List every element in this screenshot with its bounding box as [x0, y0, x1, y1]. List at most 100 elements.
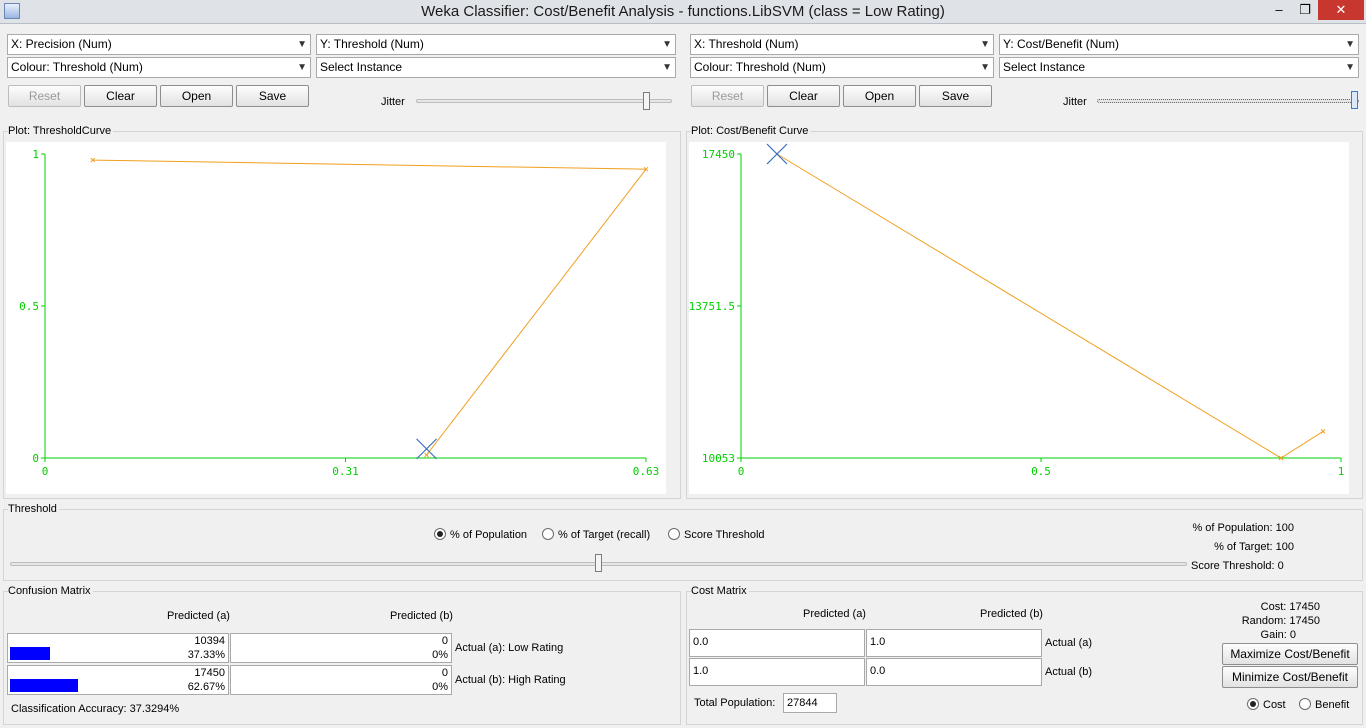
cell-aa-percent: 37.33% — [187, 649, 225, 661]
right-x-axis-value: X: Threshold (Num) — [694, 37, 799, 51]
cell-ab-percent: 0% — [432, 649, 448, 661]
radio-benefit-dot[interactable] — [1299, 698, 1311, 710]
gain-readout: Gain: 0 — [1260, 629, 1296, 641]
right-y-axis-value: Y: Cost/Benefit (Num) — [1003, 37, 1120, 51]
radio-population[interactable]: % of Population — [434, 528, 527, 541]
radio-cost-label: Cost — [1263, 699, 1286, 711]
radio-cost-dot[interactable] — [1247, 698, 1259, 710]
confusion-row-a-label: Actual (a): Low Rating — [455, 642, 564, 654]
right-reset-button[interactable]: Reset — [691, 85, 764, 107]
left-y-axis-value: Y: Threshold (Num) — [320, 37, 424, 51]
confusion-col-a-header: Predicted (a) — [167, 610, 230, 622]
radio-population-dot[interactable] — [434, 528, 446, 540]
radio-benefit[interactable]: Benefit — [1299, 698, 1349, 711]
right-x-axis-select[interactable]: X: Threshold (Num) ▼ — [690, 34, 994, 55]
left-colour-select[interactable]: Colour: Threshold (Num) ▼ — [7, 57, 311, 78]
threshold-curve-y-tick-label: 1 — [32, 148, 39, 161]
threshold-curve-y-tick-label: 0 — [32, 452, 39, 465]
cost-matrix-title: Cost Matrix — [691, 585, 749, 597]
chevron-down-icon: ▼ — [980, 39, 990, 50]
maximize-cost-benefit-button[interactable]: Maximize Cost/Benefit — [1222, 643, 1358, 665]
confusion-matrix-panel — [3, 591, 681, 725]
threshold-curve-data-point — [643, 166, 649, 172]
cell-aa-bar — [10, 647, 51, 660]
maximize-button[interactable]: ❐ — [1299, 2, 1311, 17]
right-colour-value: Colour: Threshold (Num) — [694, 60, 826, 74]
chevron-down-icon: ▼ — [662, 62, 672, 73]
cell-bb-percent: 0% — [432, 681, 448, 693]
cost-benefit-curve-data-point — [1278, 455, 1284, 461]
threshold-curve-x-tick-label: 0.63 — [633, 465, 660, 478]
left-jitter-label: Jitter — [381, 96, 405, 108]
total-population-input[interactable]: 27844 — [783, 693, 837, 713]
cell-aa-count: 10394 — [194, 635, 225, 647]
right-jitter-slider[interactable] — [1097, 99, 1359, 103]
threshold-curve-x-tick-label: 0.31 — [332, 465, 359, 478]
threshold-curve-data-point — [90, 157, 96, 163]
radio-cost[interactable]: Cost — [1247, 698, 1286, 711]
confusion-cell-ab: 0 0% — [230, 633, 452, 663]
threshold-curve-series-line — [92, 159, 648, 456]
left-jitter-thumb[interactable] — [643, 92, 650, 110]
threshold-curve-selected-instance-marker — [416, 438, 438, 460]
radio-score-threshold-dot[interactable] — [668, 528, 680, 540]
chevron-down-icon: ▼ — [662, 39, 672, 50]
cost-benefit-curve-chart[interactable]: 10053 13751.5 17450 0 0.5 1 — [689, 142, 1349, 494]
confusion-cell-ba: 17450 62.67% — [7, 665, 229, 695]
left-instance-value: Select Instance — [320, 60, 403, 74]
cost-readout: Cost: 17450 — [1260, 601, 1320, 613]
cost-cell-ba-input[interactable]: 1.0 — [689, 658, 865, 686]
minimize-button[interactable]: – — [1275, 2, 1283, 17]
threshold-curve-plot[interactable]: 0 0.5 1 0 0.31 0.63 — [6, 142, 666, 494]
cost-benefit-curve-plot[interactable]: 10053 13751.5 17450 0 0.5 1 — [689, 142, 1349, 494]
cost-benefit-curve-marker-stroke — [766, 143, 788, 165]
cost-benefit-curve-x-tick-label: 0 — [738, 465, 745, 478]
threshold-curve-point-mark — [643, 166, 649, 172]
threshold-curve-panel — [3, 131, 681, 499]
threshold-panel — [3, 509, 1363, 581]
confusion-matrix-title: Confusion Matrix — [8, 585, 93, 597]
cell-bb-count: 0 — [441, 667, 448, 679]
cost-benefit-curve-selected-instance-marker — [766, 143, 788, 165]
left-reset-button[interactable]: Reset — [8, 85, 81, 107]
total-population-label: Total Population: — [694, 697, 776, 709]
right-y-axis-select[interactable]: Y: Cost/Benefit (Num) ▼ — [999, 34, 1359, 55]
threshold-curve-chart[interactable]: 0 0.5 1 0 0.31 0.63 — [6, 142, 666, 494]
cost-cell-bb-input[interactable]: 0.0 — [866, 658, 1042, 686]
right-save-button[interactable]: Save — [919, 85, 992, 107]
cost-benefit-curve-data-point — [1320, 429, 1326, 434]
cell-ba-bar — [10, 679, 78, 692]
right-instance-select[interactable]: Select Instance ▼ — [999, 57, 1359, 78]
right-clear-button[interactable]: Clear — [767, 85, 840, 107]
right-open-button[interactable]: Open — [843, 85, 916, 107]
left-open-button[interactable]: Open — [160, 85, 233, 107]
threshold-panel-title: Threshold — [8, 503, 59, 515]
cost-col-a-header: Predicted (a) — [803, 608, 866, 620]
left-jitter-slider[interactable] — [416, 99, 672, 103]
left-save-button[interactable]: Save — [236, 85, 309, 107]
radio-target-recall[interactable]: % of Target (recall) — [542, 528, 650, 541]
radio-score-threshold[interactable]: Score Threshold — [668, 528, 765, 541]
classification-accuracy: Classification Accuracy: 37.3294% — [11, 703, 180, 715]
java-app-icon — [4, 3, 20, 19]
threshold-curve-x-tick-label: 0 — [42, 465, 49, 478]
cost-benefit-curve-series-line — [776, 153, 1324, 459]
left-instance-select[interactable]: Select Instance ▼ — [316, 57, 676, 78]
right-colour-select[interactable]: Colour: Threshold (Num) ▼ — [690, 57, 994, 78]
right-instance-value: Select Instance — [1003, 60, 1086, 74]
radio-target-recall-dot[interactable] — [542, 528, 554, 540]
cost-cell-aa-input[interactable]: 0.0 — [689, 629, 865, 657]
right-jitter-thumb[interactable] — [1351, 91, 1358, 109]
left-x-axis-select[interactable]: X: Precision (Num) ▼ — [7, 34, 311, 55]
radio-target-recall-label: % of Target (recall) — [558, 529, 651, 541]
threshold-slider-thumb[interactable] — [594, 554, 602, 572]
left-y-axis-select[interactable]: Y: Threshold (Num) ▼ — [316, 34, 676, 55]
cell-ba-percent: 62.67% — [187, 681, 225, 693]
minimize-cost-benefit-button[interactable]: Minimize Cost/Benefit — [1222, 666, 1358, 688]
chevron-down-icon: ▼ — [297, 39, 307, 50]
close-button[interactable]: ✕ — [1318, 0, 1364, 20]
cost-benefit-curve-point-mark — [1278, 455, 1284, 461]
cost-cell-ab-input[interactable]: 1.0 — [866, 629, 1042, 657]
left-clear-button[interactable]: Clear — [84, 85, 157, 107]
left-colour-value: Colour: Threshold (Num) — [11, 60, 143, 74]
